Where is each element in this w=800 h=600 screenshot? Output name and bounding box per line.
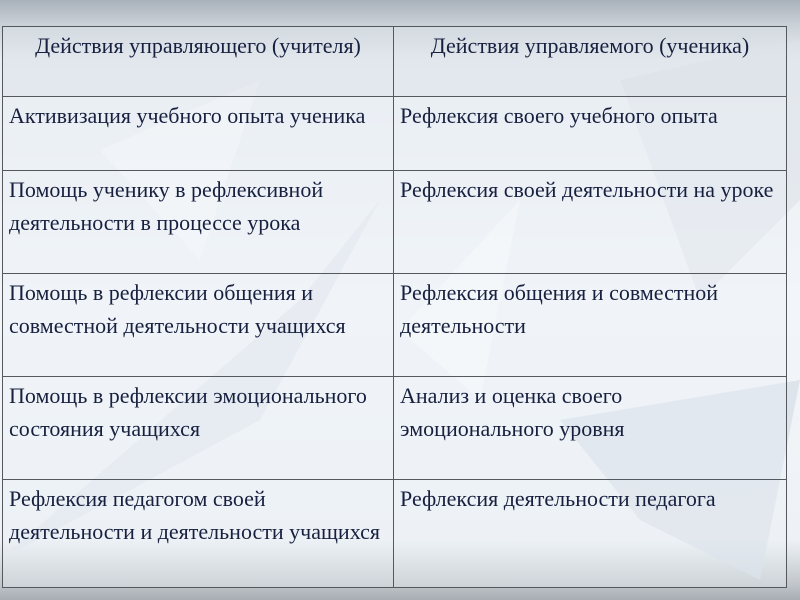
table-cell: Активизация учебного опыта ученика [2, 96, 394, 171]
table-row: Помощь в рефлексии эмоционального состоя… [2, 376, 787, 480]
table-cell: Рефлексия своего учебного опыта [393, 96, 787, 171]
table-cell: Рефлексия педагогом своей деятельности и… [2, 479, 394, 588]
table-cell: Рефлексия деятельности педагога [393, 479, 787, 588]
table-header-row: Действия управляющего (учителя) Действия… [2, 26, 787, 97]
table-row: Рефлексия педагогом своей деятельности и… [2, 479, 787, 588]
header-student-actions: Действия управляемого (ученика) [393, 26, 787, 97]
table-row: Помощь в рефлексии общения и совместной … [2, 273, 787, 377]
table-cell: Помощь ученику в рефлексивной деятельнос… [2, 170, 394, 274]
table-cell: Рефлексия своей деятельности на уроке [393, 170, 787, 274]
table-cell: Помощь в рефлексии эмоционального состоя… [2, 376, 394, 480]
table-cell: Анализ и оценка своего эмоционального ур… [393, 376, 787, 480]
comparison-table: Действия управляющего (учителя) Действия… [2, 26, 787, 588]
table-cell: Рефлексия общения и совместной деятельно… [393, 273, 787, 377]
header-teacher-actions: Действия управляющего (учителя) [2, 26, 394, 97]
table-cell: Помощь в рефлексии общения и совместной … [2, 273, 394, 377]
table-row: Помощь ученику в рефлексивной деятельнос… [2, 170, 787, 274]
table-row: Активизация учебного опыта ученика Рефле… [2, 96, 787, 171]
